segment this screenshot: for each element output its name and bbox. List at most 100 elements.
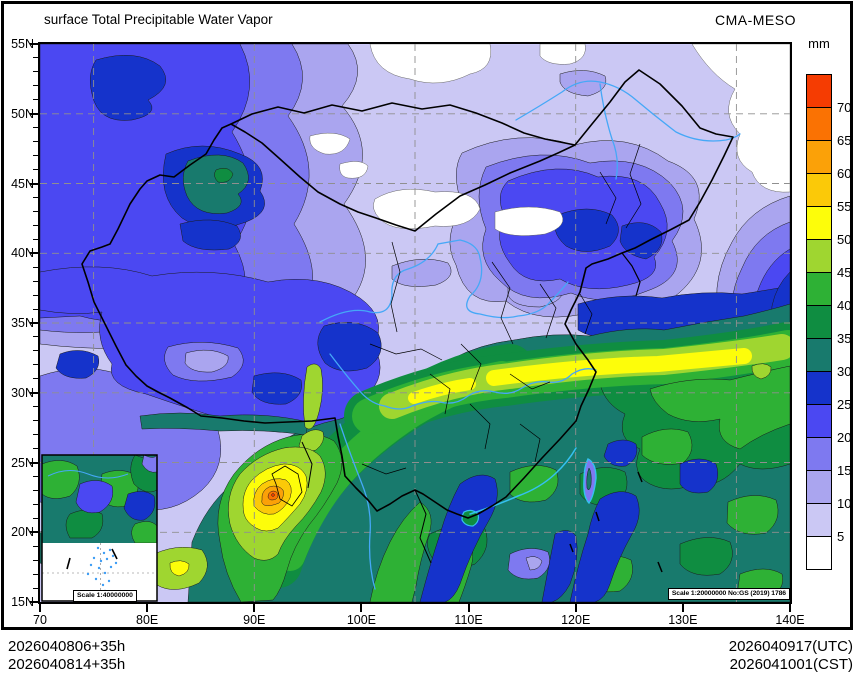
colorbar-segment: 40 xyxy=(806,272,851,313)
lat-tick-label: 50N xyxy=(11,106,34,121)
colorbar-tick-label: 70 xyxy=(837,100,852,115)
lon-tick-label: 110E xyxy=(454,613,483,627)
colorbar-segment: 5 xyxy=(806,503,844,544)
colorbar-segment: 35 xyxy=(806,305,851,346)
colorbar-segment: 65 xyxy=(806,107,851,148)
lat-major-tick xyxy=(30,601,38,603)
lat-minor-tick xyxy=(33,448,38,450)
init-time-utc: 2026040806+35h xyxy=(8,638,126,655)
lat-minor-tick xyxy=(33,99,38,101)
lat-minor-tick xyxy=(33,336,38,338)
lat-minor-tick xyxy=(33,503,38,505)
lon-major-tick xyxy=(146,604,149,612)
colorbar-tick-label: 60 xyxy=(837,166,852,181)
colorbar-tick-label: 20 xyxy=(837,430,852,445)
lon-tick-label: 80E xyxy=(136,613,159,627)
rivers xyxy=(319,80,741,590)
lat-tick-label: 35N xyxy=(11,316,34,330)
colorbar-tick-label: 50 xyxy=(837,232,852,247)
lat-minor-tick xyxy=(33,364,38,366)
model-name: CMA-MESO xyxy=(715,12,796,28)
init-time-cst: 2026040814+35h xyxy=(8,656,126,673)
lat-minor-tick xyxy=(33,406,38,408)
lat-major-tick xyxy=(30,182,38,185)
colorbar-tick-label: 30 xyxy=(837,364,852,379)
lon-major-tick xyxy=(574,604,577,612)
inset-map xyxy=(41,454,158,602)
lat-minor-tick xyxy=(33,489,38,491)
colorbar-tick-label: 55 xyxy=(837,199,852,214)
lat-minor-tick xyxy=(33,196,38,198)
lat-minor-tick xyxy=(33,71,38,73)
lon-major-tick xyxy=(681,604,684,612)
init-times: 2026040806+35h 2026040814+35h xyxy=(8,638,125,674)
lat-tick-label: 55N xyxy=(11,37,34,51)
lat-minor-tick xyxy=(33,169,38,171)
lat-minor-tick xyxy=(33,155,38,157)
lat-minor-tick xyxy=(33,573,38,575)
lat-major-tick xyxy=(30,43,38,45)
colorbar-segment: 25 xyxy=(806,371,851,412)
map-canvas xyxy=(40,44,790,602)
lon-tick-label: 90E xyxy=(243,613,266,627)
hotspot-max xyxy=(228,446,326,561)
lat-major-tick xyxy=(30,531,38,534)
lat-minor-tick xyxy=(33,475,38,477)
lat-minor-tick xyxy=(33,280,38,282)
colorbar-segment: 60 xyxy=(806,140,851,181)
lat-minor-tick xyxy=(33,85,38,87)
lon-tick-label: 130E xyxy=(668,613,698,627)
colorbar-tick-label: 5 xyxy=(837,529,845,544)
colorbar-tick-label: 65 xyxy=(837,133,852,148)
valid-time-cst: 2026041001(CST) xyxy=(729,656,853,673)
colorbar-tick-label: 35 xyxy=(837,331,852,346)
colorbar-tick-label: 45 xyxy=(837,265,852,280)
lat-tick-label: 25N xyxy=(11,455,34,470)
lat-tick-label: 20N xyxy=(11,525,34,540)
map-plot-area xyxy=(38,42,792,604)
lat-minor-tick xyxy=(33,545,38,547)
colorbar-unit-label: mm xyxy=(808,36,830,51)
island-marks xyxy=(569,471,663,573)
inset-scale-badge: Scale 1:40000000 xyxy=(73,590,137,603)
colorbar-tick-label: 40 xyxy=(837,298,852,313)
colorbar-segment: 55 xyxy=(806,173,851,214)
hainan-island xyxy=(461,509,480,527)
page-title: surface Total Precipitable Water Vapor xyxy=(44,12,273,27)
lat-minor-tick xyxy=(33,210,38,212)
lat-tick-label: 40N xyxy=(11,246,34,261)
lat-tick-label: 45N xyxy=(11,176,34,191)
valid-time-utc: 2026040917(UTC) xyxy=(728,638,853,655)
lon-major-tick xyxy=(467,604,470,612)
lat-minor-tick xyxy=(33,350,38,352)
colorbar-segment: 10 xyxy=(806,470,851,511)
lat-minor-tick xyxy=(33,587,38,589)
colorbar-segment: 50 xyxy=(806,206,851,247)
lat-minor-tick xyxy=(33,238,38,240)
lon-major-tick xyxy=(39,604,41,612)
colorbar-tick-label: 10 xyxy=(837,496,852,511)
lat-minor-tick xyxy=(33,517,38,519)
lat-major-tick xyxy=(30,252,38,255)
lat-minor-tick xyxy=(33,127,38,129)
outer-frame xyxy=(1,1,853,630)
lat-major-tick xyxy=(30,112,38,115)
lat-minor-tick xyxy=(33,308,38,310)
colorbar-segment: 70 xyxy=(806,74,851,115)
colorbar-tick-label: 15 xyxy=(837,463,852,478)
lon-major-tick xyxy=(253,604,256,612)
country-borders xyxy=(81,69,734,519)
colorbar-segment: 15 xyxy=(806,437,851,478)
province-borders xyxy=(271,143,642,564)
colorbar-tick-label: 25 xyxy=(837,397,852,412)
map-scale-badge: Scale 1:20000000 No:GS (2019) 1786 xyxy=(667,588,790,601)
lat-minor-tick xyxy=(33,141,38,143)
precip-fill-levels xyxy=(40,44,790,602)
lat-tick-label: 30N xyxy=(11,385,34,400)
colorbar-segment xyxy=(806,536,832,570)
lat-major-tick xyxy=(30,391,38,394)
lat-major-tick xyxy=(30,322,38,324)
lat-minor-tick xyxy=(33,224,38,226)
lon-tick-label: 140E xyxy=(775,613,805,627)
